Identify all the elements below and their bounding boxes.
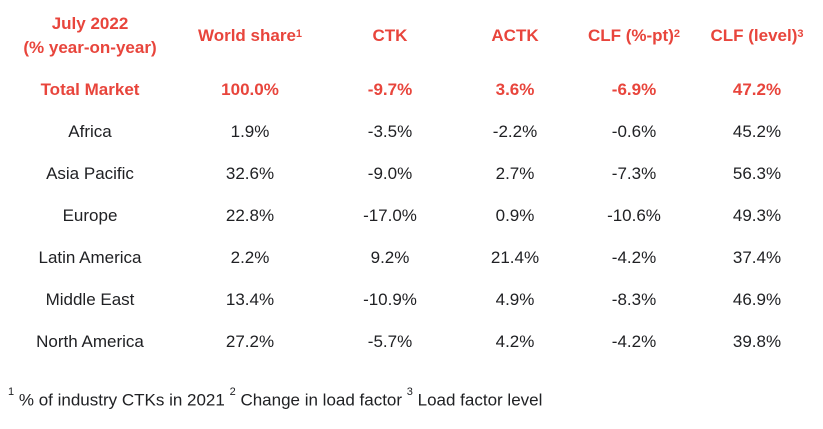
clf-pt-cell: -10.6% [607, 206, 661, 225]
ctk-cell: -9.7% [367, 80, 413, 99]
table-row-north-america: North America 27.2% -5.7% 4.2% -4.2% 39.… [0, 321, 823, 363]
world-share-header: World share 1 [180, 10, 320, 62]
clf-level-cell: 37.4% [732, 248, 782, 267]
period-header-line1: July 2022 [51, 14, 129, 33]
ctk-header-label: CTK [372, 26, 408, 45]
table-row-total-market: Total Market 100.0% -9.7% 3.6% -6.9% 47.… [0, 69, 823, 111]
actk-cell: 4.2% [495, 332, 535, 351]
ctk-cell: -5.7% [367, 332, 413, 351]
clf-pt-header-label: CLF (%-pt) [587, 26, 674, 45]
share-cell: 1.9% [230, 122, 270, 141]
table-row-africa: Africa 1.9% -3.5% -2.2% -0.6% 45.2% [0, 111, 823, 153]
ctk-cell: -3.5% [367, 122, 413, 141]
actk-cell: 4.9% [495, 290, 535, 309]
clf-pt-footnote-mark: 2 [673, 28, 681, 40]
clf-level-cell: 49.3% [732, 206, 782, 225]
clf-pt-cell: -0.6% [611, 122, 657, 141]
clf-level-cell: 39.8% [732, 332, 782, 351]
ctk-cell: -17.0% [363, 206, 417, 225]
footnote-2-text: Change in load factor [240, 390, 403, 410]
clf-pt-cell: -4.2% [611, 332, 657, 351]
actk-cell: 2.7% [495, 164, 535, 183]
clf-pt-cell: -6.9% [611, 80, 657, 99]
table-row-asia-pacific: Asia Pacific 32.6% -9.0% 2.7% -7.3% 56.3… [0, 153, 823, 195]
actk-header: ACTK [460, 10, 570, 62]
footnote-2-mark: 2 [229, 386, 236, 398]
ctk-cell: -10.9% [363, 290, 417, 309]
period-header-line2: (% year-on-year) [23, 38, 157, 57]
region-cell: Africa [68, 122, 112, 141]
clf-level-header: CLF (level) 3 [698, 10, 816, 62]
table-footnotes: 1 % of industry CTKs in 2021 2 Change in… [8, 386, 543, 411]
actk-header-label: ACTK [491, 26, 539, 45]
footnote-1-mark: 1 [8, 386, 15, 398]
ctk-header: CTK [320, 10, 460, 62]
share-cell: 13.4% [225, 290, 275, 309]
world-share-footnote-mark: 1 [295, 28, 303, 40]
footnote-3-mark: 3 [406, 386, 413, 398]
region-cell: Europe [62, 206, 118, 225]
table-row-latin-america: Latin America 2.2% 9.2% 21.4% -4.2% 37.4… [0, 237, 823, 279]
region-cell: North America [36, 332, 144, 351]
table-row-middle-east: Middle East 13.4% -10.9% 4.9% -8.3% 46.9… [0, 279, 823, 321]
share-cell: 2.2% [230, 248, 270, 267]
ctk-cell: -9.0% [367, 164, 413, 183]
share-cell: 32.6% [225, 164, 275, 183]
clf-level-cell: 47.2% [732, 80, 782, 99]
share-cell: 22.8% [225, 206, 275, 225]
clf-level-cell: 46.9% [732, 290, 782, 309]
share-cell: 27.2% [225, 332, 275, 351]
actk-cell: -2.2% [492, 122, 538, 141]
footnote-1-text: % of industry CTKs in 2021 [18, 390, 225, 410]
clf-level-cell: 45.2% [732, 122, 782, 141]
table-header-row: July 2022 (% year-on-year) World share 1 … [0, 10, 823, 62]
actk-cell: 21.4% [490, 248, 540, 267]
clf-level-cell: 56.3% [732, 164, 782, 183]
actk-cell: 3.6% [495, 80, 535, 99]
region-cell: Latin America [38, 248, 142, 267]
footnote-3-text: Load factor level [417, 390, 543, 410]
world-share-header-label: World share [197, 26, 296, 45]
table-row-europe: Europe 22.8% -17.0% 0.9% -10.6% 49.3% [0, 195, 823, 237]
period-header: July 2022 (% year-on-year) [0, 10, 180, 62]
ctk-cell: 9.2% [370, 248, 410, 267]
clf-level-footnote-mark: 3 [797, 28, 804, 40]
clf-pt-header: CLF (%-pt) 2 [570, 10, 698, 62]
region-cell: Asia Pacific [46, 164, 134, 183]
actk-cell: 0.9% [495, 206, 535, 225]
clf-pt-cell: -4.2% [611, 248, 657, 267]
clf-pt-cell: -7.3% [611, 164, 657, 183]
region-cell: Total Market [40, 80, 140, 99]
clf-pt-cell: -8.3% [611, 290, 657, 309]
clf-level-header-label: CLF (level) [710, 26, 798, 45]
region-cell: Middle East [45, 290, 135, 309]
share-cell: 100.0% [221, 80, 279, 99]
